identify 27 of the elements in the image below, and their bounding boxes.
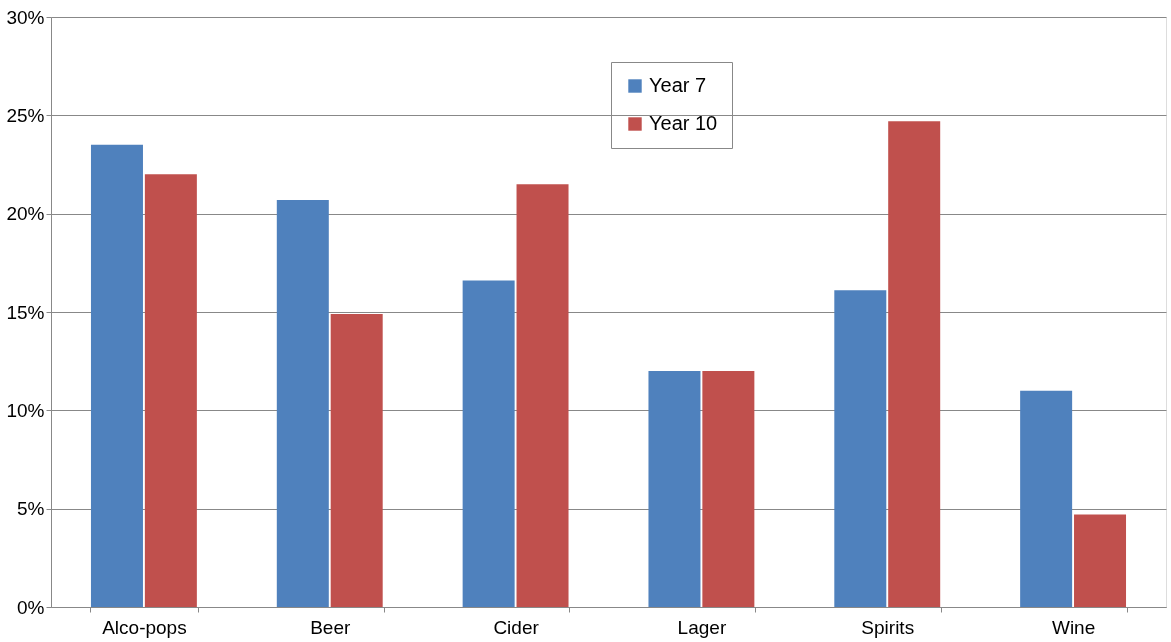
bar: [276, 199, 329, 607]
x-tick-label: Lager: [677, 616, 727, 638]
x-tick-label: Beer: [310, 616, 351, 638]
bar: [1020, 390, 1073, 607]
y-tick-label: 25%: [6, 104, 45, 126]
bar: [648, 371, 701, 607]
y-tick-label: 20%: [6, 203, 45, 225]
bar: [888, 121, 941, 607]
y-tick-label: 5%: [17, 498, 45, 520]
bar: [516, 184, 569, 607]
bar: [330, 313, 383, 607]
bar: [462, 280, 515, 607]
y-tick-label: 15%: [6, 301, 45, 323]
x-tick-label: Alco-pops: [102, 616, 187, 638]
legend-label: Year 10: [649, 112, 718, 134]
x-tick-label: Spirits: [861, 616, 915, 638]
x-tick-label: Cider: [493, 616, 540, 638]
y-tick-label: 30%: [6, 6, 45, 28]
x-tick-label: Wine: [1051, 616, 1096, 638]
bar: [702, 371, 755, 607]
legend-label: Year 7: [649, 74, 707, 96]
bar: [90, 144, 143, 607]
bar: [834, 290, 887, 607]
y-tick-label: 10%: [6, 399, 45, 421]
bar: [1074, 514, 1127, 607]
y-tick-label: 0%: [17, 596, 45, 618]
bar: [144, 174, 197, 607]
